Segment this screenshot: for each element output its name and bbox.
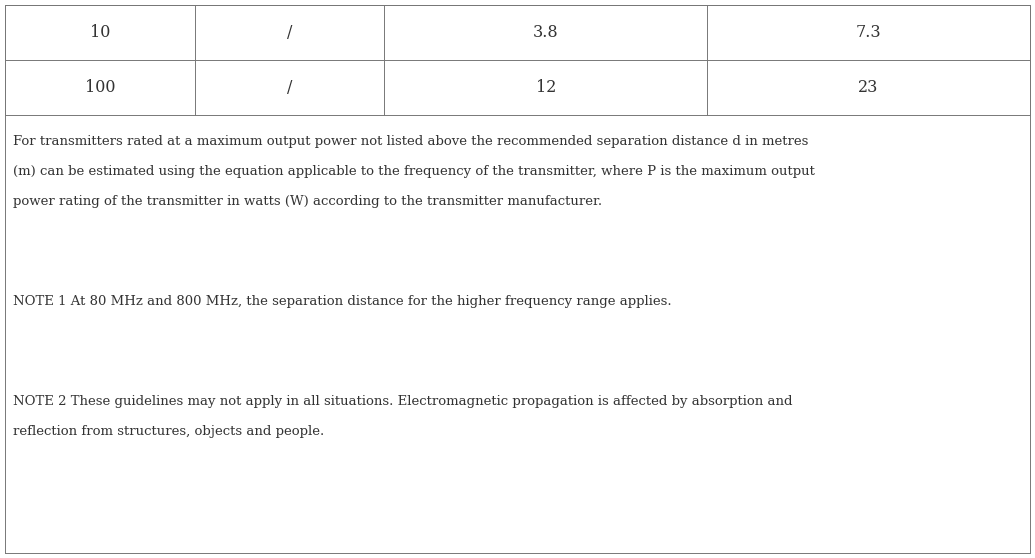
Text: 100: 100 [85, 79, 115, 96]
Text: reflection from structures, objects and people.: reflection from structures, objects and … [13, 425, 324, 438]
Text: 23: 23 [858, 79, 879, 96]
Text: NOTE 1 At 80 MHz and 800 MHz, the separation distance for the higher frequency r: NOTE 1 At 80 MHz and 800 MHz, the separa… [13, 295, 672, 308]
Text: /: / [287, 79, 292, 96]
Text: For transmitters rated at a maximum output power not listed above the recommende: For transmitters rated at a maximum outp… [13, 135, 808, 148]
Text: NOTE 2 These guidelines may not apply in all situations. Electromagnetic propaga: NOTE 2 These guidelines may not apply in… [13, 395, 793, 408]
Text: power rating of the transmitter in watts (W) according to the transmitter manufa: power rating of the transmitter in watts… [13, 195, 602, 208]
Text: 3.8: 3.8 [533, 24, 559, 41]
Text: /: / [287, 24, 292, 41]
Text: 10: 10 [90, 24, 110, 41]
Text: 7.3: 7.3 [856, 24, 882, 41]
Text: (m) can be estimated using the equation applicable to the frequency of the trans: (m) can be estimated using the equation … [13, 165, 815, 178]
Text: 12: 12 [535, 79, 556, 96]
